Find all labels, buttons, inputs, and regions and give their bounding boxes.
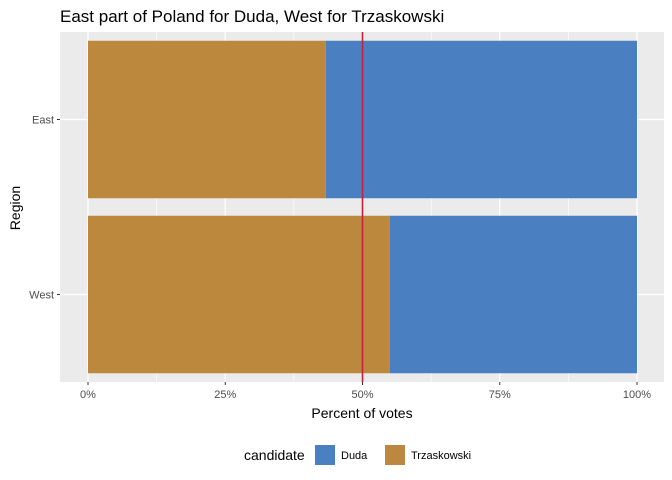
x-tick-label: 0% [80, 389, 96, 401]
x-tick-label: 75% [489, 389, 511, 401]
y-axis-title: Region [7, 186, 23, 230]
x-tick-label: 100% [623, 389, 651, 401]
y-tick-label: West [29, 290, 54, 302]
bars [88, 40, 637, 374]
x-tick-label: 50% [351, 389, 373, 401]
legend-key-trzaskowski [385, 445, 405, 465]
x-axis-ticks: 0% 25% 50% 75% 100% [80, 382, 651, 401]
legend: candidate Duda Trzaskowski [244, 445, 471, 465]
legend-label-trzaskowski: Trzaskowski [411, 450, 471, 462]
y-axis-ticks: East West [29, 115, 60, 302]
y-tick-label: East [32, 115, 54, 127]
bar-east-duda [325, 40, 637, 199]
chart-title: East part of Poland for Duda, West for T… [60, 7, 444, 26]
bar-east-trzaskowski [88, 40, 326, 199]
bar-west-trzaskowski [88, 215, 390, 374]
x-axis-title: Percent of votes [311, 405, 412, 421]
legend-key-duda [315, 445, 335, 465]
bar-west-duda [389, 215, 637, 374]
x-tick-label: 25% [214, 389, 236, 401]
legend-title: candidate [244, 447, 305, 463]
legend-label-duda: Duda [341, 450, 368, 462]
